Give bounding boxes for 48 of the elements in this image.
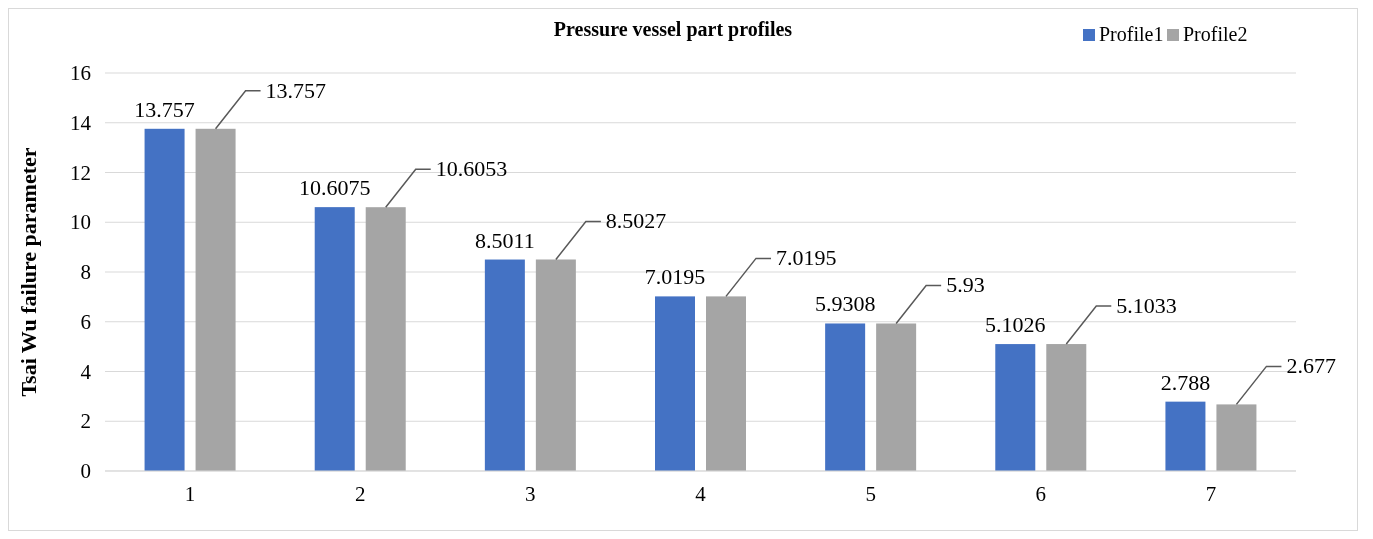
x-tick-label: 4 [695,482,707,506]
x-tick-label: 7 [1205,482,1217,506]
data-label: 5.9308 [814,291,876,317]
data-label: 10.6053 [435,156,508,182]
bar [1216,404,1257,471]
data-label: 5.1033 [1116,293,1177,319]
y-tick-label: 16 [70,61,91,85]
bar [706,296,746,471]
data-label: 2.788 [1160,369,1211,395]
data-label: 13.757 [265,77,327,103]
x-tick-label: 3 [525,482,536,506]
x-tick-label: 2 [354,482,366,506]
legend-label: Profile1 [1099,23,1164,45]
data-label: 8.5027 [605,208,667,234]
y-tick-label: 2 [80,409,91,434]
bar [876,323,917,471]
bar [535,259,576,471]
bar [995,344,1036,471]
bar [655,296,695,471]
bar [144,128,185,471]
bar [484,259,525,471]
y-tick-label: 0 [80,459,91,483]
y-tick-label: 6 [80,309,91,334]
x-tick-label: 6 [1035,482,1047,506]
legend-label: Profile2 [1183,23,1248,45]
data-label: 5.93 [946,272,985,298]
bar [314,207,355,471]
x-tick-label: 1 [184,482,196,506]
chart-title: Pressure vessel part profiles [553,18,793,41]
data-label: 7.0195 [644,264,706,290]
data-label: 5.1026 [985,312,1046,338]
data-label: 7.0195 [776,245,837,271]
data-label: 10.6075 [298,175,371,201]
x-tick-label: 5 [865,482,876,506]
y-axis-title: Tsai Wu failure parameter [16,147,41,397]
data-label: 8.5011 [475,227,535,253]
y-tick-label: 8 [80,260,91,284]
data-label: 2.677 [1286,353,1336,379]
data-label: 13.757 [134,96,195,122]
bar [195,128,236,471]
bar [825,323,866,471]
y-tick-label: 14 [70,110,92,135]
bar [365,207,406,471]
bar [1046,344,1087,471]
y-tick-label: 4 [80,359,92,384]
bar [1165,401,1206,471]
y-tick-label: 10 [70,210,91,235]
y-tick-label: 12 [70,160,91,185]
